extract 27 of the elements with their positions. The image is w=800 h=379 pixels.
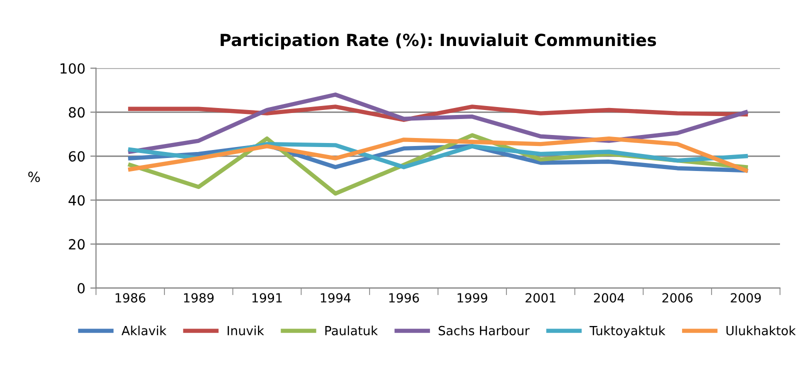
x-tick-label: 2009 [730, 293, 761, 303]
line-series [128, 136, 748, 173]
y-tick-label: 60 [68, 151, 85, 162]
y-tick-label: 40 [68, 195, 85, 206]
x-tick-label: 1989 [184, 293, 214, 303]
y-tick-label: 20 [68, 239, 85, 250]
legend-label: Paulatuk [325, 326, 378, 336]
y-tick-label: 80 [68, 107, 85, 118]
legend-label: Inuvik [228, 326, 264, 336]
x-tick-label: 2006 [662, 293, 693, 303]
x-tick-label: 1986 [116, 293, 146, 303]
y-tick-label: 100 [60, 63, 85, 74]
x-tick-label: 2004 [594, 293, 624, 303]
legend-label: Aklavik [122, 326, 166, 336]
line-series [128, 104, 748, 122]
legend-label: Ulukhaktok [726, 326, 796, 336]
x-tick-label: 1994 [320, 293, 351, 303]
line-series [128, 92, 748, 154]
x-tick-label: 1999 [458, 293, 488, 303]
legend-label: Tuktoyaktuk [590, 326, 666, 338]
y-tick-label: 0 [78, 283, 85, 294]
y-axis-title: % [28, 172, 40, 182]
x-tick-label: 1996 [389, 293, 419, 303]
x-tick-label: 1991 [252, 293, 282, 303]
chart-title: Participation Rate (%): Inuvialuit Communities [220, 33, 656, 50]
legend-label: Sachs Harbour [438, 326, 530, 336]
x-tick-label: 2001 [526, 293, 556, 303]
